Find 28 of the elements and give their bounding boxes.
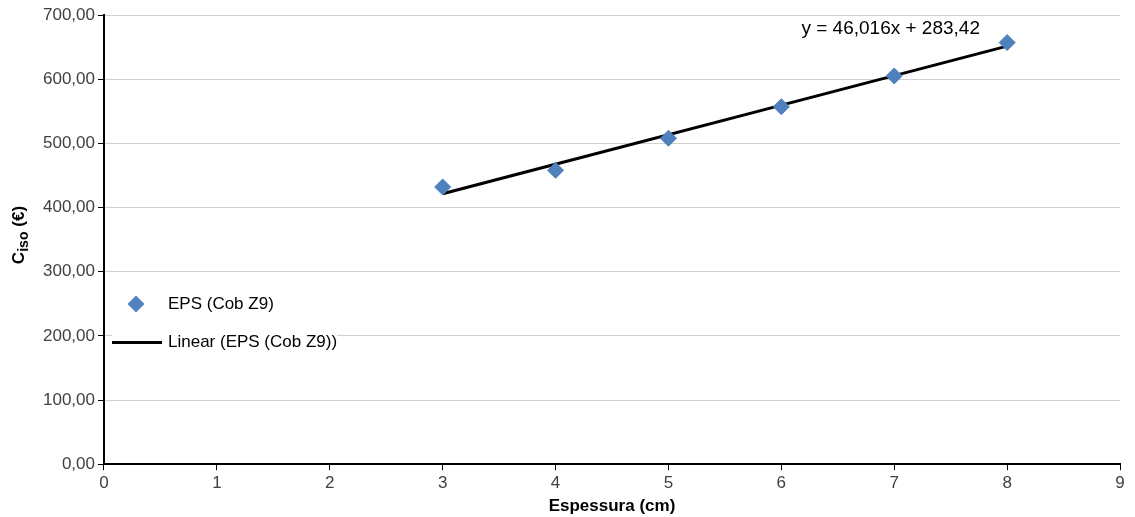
- x-tick-label: 7: [889, 473, 899, 493]
- legend-label: Linear (EPS (Cob Z9)): [167, 331, 338, 352]
- y-tick-label: 600,00: [43, 68, 95, 88]
- point: [434, 178, 452, 196]
- point: [659, 129, 677, 147]
- x-tick-label: 5: [663, 473, 674, 493]
- y-tick-label: 0,00: [61, 453, 95, 473]
- y-tick-label: 200,00: [43, 325, 95, 345]
- y-tick-label: 500,00: [43, 133, 95, 153]
- x-tick-label: 4: [550, 473, 561, 493]
- x-tick-label: 3: [437, 473, 448, 493]
- point: [998, 34, 1016, 52]
- x-tick-label: 9: [1115, 473, 1125, 493]
- annotation: y = 46,016x + 283,42: [801, 17, 980, 39]
- legend-label: EPS (Cob Z9): [167, 293, 274, 314]
- x-tick-label: 6: [776, 473, 787, 493]
- y-tick-label: 400,00: [43, 197, 95, 217]
- x-tick-label: 2: [325, 473, 335, 493]
- x-tick-label: 1: [212, 473, 222, 493]
- x-axis-title: Espessura (cm): [548, 496, 676, 516]
- y-tick-label: 300,00: [43, 261, 95, 281]
- y-tick-label: 100,00: [43, 389, 95, 409]
- x-tick-label: 8: [1002, 473, 1012, 493]
- x-tick-label: 0: [99, 473, 109, 493]
- point: [885, 67, 903, 85]
- point: [547, 161, 565, 179]
- y-tick-label: 700,00: [43, 4, 95, 24]
- point: [772, 98, 790, 116]
